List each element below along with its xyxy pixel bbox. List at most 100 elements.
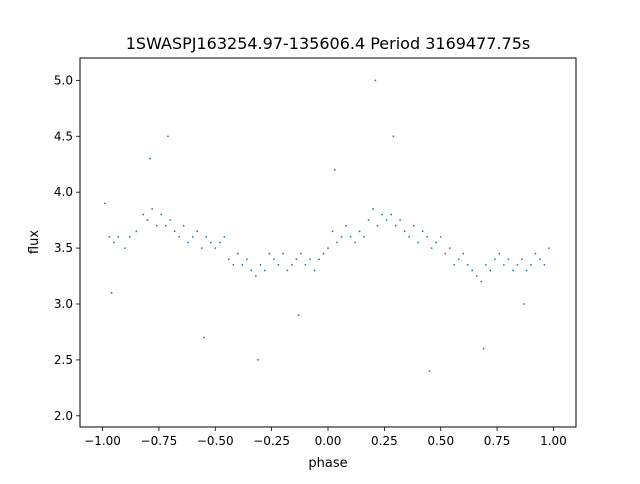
data-point (484, 263, 487, 266)
data-point (241, 263, 244, 266)
data-point (117, 236, 120, 238)
data-point (475, 275, 478, 277)
data-point (448, 247, 451, 249)
data-point (480, 280, 483, 283)
data-point (295, 258, 298, 261)
data-point (108, 236, 111, 238)
plot-area-frame (79, 57, 577, 428)
data-point (300, 252, 302, 255)
data-point (124, 247, 126, 249)
data-point (511, 269, 514, 272)
data-point (462, 252, 465, 255)
data-point (417, 241, 420, 244)
x-tick-label: 0.25 (371, 434, 398, 448)
data-point (548, 247, 550, 249)
data-point (169, 219, 172, 222)
data-point (493, 258, 496, 261)
data-point (259, 263, 262, 266)
data-point (374, 79, 377, 82)
data-point (268, 252, 271, 255)
y-tick-label: 5.0 (54, 73, 73, 87)
data-point (209, 241, 212, 244)
data-point (412, 224, 415, 227)
data-point (309, 258, 311, 261)
data-point (523, 303, 526, 305)
data-point (135, 230, 138, 233)
data-point (286, 269, 289, 272)
data-point (530, 263, 532, 266)
data-point (439, 236, 442, 238)
data-point (277, 263, 280, 266)
data-point (444, 252, 447, 255)
data-point (313, 269, 316, 272)
data-point (218, 241, 221, 244)
data-point (507, 258, 510, 261)
data-point (257, 359, 260, 361)
data-point (466, 263, 469, 266)
data-point (534, 252, 537, 255)
x-tick-label: −0.75 (141, 434, 178, 448)
data-point (367, 219, 370, 222)
data-point (272, 258, 275, 261)
data-point (178, 236, 181, 238)
data-point (227, 258, 230, 261)
data-point (426, 236, 429, 238)
data-point (236, 252, 239, 255)
x-tick-label: 0.00 (315, 434, 342, 448)
data-point (345, 224, 347, 227)
data-point (167, 135, 169, 138)
data-point (110, 291, 113, 294)
data-point (498, 252, 501, 255)
data-point (385, 219, 388, 222)
data-point (187, 241, 190, 244)
data-point (223, 236, 226, 238)
x-axis-ticks: −1.00 −0.75 −0.50 −0.25 0.00 0.25 0.50 0.75 1.00 (84, 427, 567, 448)
y-tick-label: 4.0 (54, 185, 73, 199)
data-point (203, 336, 205, 339)
y-tick-label: 4.5 (54, 129, 73, 143)
data-point (520, 258, 523, 261)
data-point (214, 247, 217, 249)
data-point (173, 230, 176, 233)
data-point (148, 157, 151, 160)
data-point (191, 236, 194, 238)
data-point (539, 258, 541, 261)
data-point (331, 230, 334, 233)
data-point (502, 263, 505, 266)
data-point (457, 258, 460, 261)
y-axis-label: flux (27, 230, 42, 254)
data-point (372, 208, 374, 210)
data-point (254, 275, 257, 277)
data-point (381, 213, 384, 216)
data-point (399, 219, 402, 222)
data-point (358, 230, 361, 233)
data-point (322, 252, 325, 255)
data-point (318, 258, 320, 261)
x-tick-label: 1.00 (540, 434, 567, 448)
y-tick-label: 3.5 (54, 241, 73, 255)
y-axis-ticks: 2.0 2.5 3.0 3.5 4.0 4.5 5.0 (54, 73, 80, 423)
data-point (151, 208, 154, 210)
data-point (196, 230, 199, 233)
data-point (349, 236, 352, 238)
data-point (155, 224, 158, 227)
data-point (297, 314, 300, 317)
data-point (164, 224, 167, 227)
data-point (245, 258, 248, 261)
data-point (333, 168, 336, 171)
y-tick-label: 3.0 (54, 297, 73, 311)
y-tick-label: 2.0 (54, 409, 73, 423)
data-point (232, 263, 235, 266)
data-point (376, 224, 379, 227)
data-point (250, 269, 253, 272)
data-point (128, 236, 131, 238)
data-point (516, 263, 519, 266)
y-tick-label: 2.5 (54, 353, 73, 367)
x-tick-label: 0.50 (427, 434, 454, 448)
data-point (408, 236, 411, 238)
data-point (435, 241, 438, 244)
data-point (142, 213, 145, 216)
data-point (363, 236, 365, 238)
data-point (394, 224, 397, 227)
